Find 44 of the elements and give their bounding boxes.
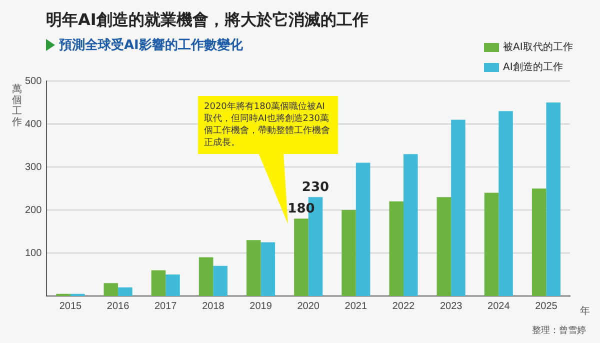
bar <box>484 192 499 296</box>
y-tick-label: 200 <box>24 204 42 216</box>
bar <box>213 266 228 296</box>
chart-subtitle: 預測全球受AI影響的工作數變化 <box>59 36 243 54</box>
x-tick-label: 2022 <box>392 300 416 312</box>
bar <box>118 287 132 296</box>
x-axis-title: 年 <box>580 305 590 318</box>
bar <box>356 162 370 296</box>
legend-label: 被AI取代的工作 <box>503 40 573 54</box>
bar <box>546 102 560 296</box>
x-tick-label: 2016 <box>106 300 130 312</box>
x-tick-label: 2024 <box>488 300 510 312</box>
x-tick-label: 2021 <box>344 300 368 312</box>
bar <box>151 270 166 296</box>
y-tick-label: 400 <box>24 118 42 130</box>
x-tick-label: 2017 <box>154 300 178 312</box>
bar <box>451 120 466 296</box>
x-tick-label: 2019 <box>250 300 272 312</box>
legend-label: AI創造的工作 <box>503 60 563 74</box>
x-tick-label: 2015 <box>59 300 82 312</box>
bar <box>403 154 418 296</box>
annotation: 2020年將有180萬個職位被AI取代，但同時AI也將創造230萬個工作機會，帶動整體工作機會正成長。 <box>198 96 338 154</box>
y-axis-title: 萬個工作 <box>12 84 22 128</box>
x-tick-label: 2025 <box>535 300 558 312</box>
bar <box>436 197 452 296</box>
y-tick-label: 300 <box>24 162 42 173</box>
x-tick-label: 2023 <box>440 300 463 312</box>
bar <box>104 283 118 296</box>
bar <box>532 188 546 296</box>
data-label: 230 <box>302 180 330 195</box>
x-tick-label: 2018 <box>202 300 225 312</box>
bar <box>166 274 180 296</box>
bar <box>389 201 404 296</box>
bar <box>342 210 356 296</box>
text: 整理：曾雪婷 <box>532 324 586 337</box>
chart-title: 明年AI創造的就業機會，將大於它消滅的工作 <box>46 10 368 31</box>
y-tick-label: 500 <box>24 76 42 87</box>
x-tick-label: 2020 <box>297 300 320 312</box>
bar <box>260 242 276 296</box>
bar <box>294 218 308 296</box>
y-tick-label: 100 <box>24 248 42 259</box>
bar <box>246 240 261 296</box>
bar <box>498 111 513 296</box>
bar <box>198 257 214 296</box>
